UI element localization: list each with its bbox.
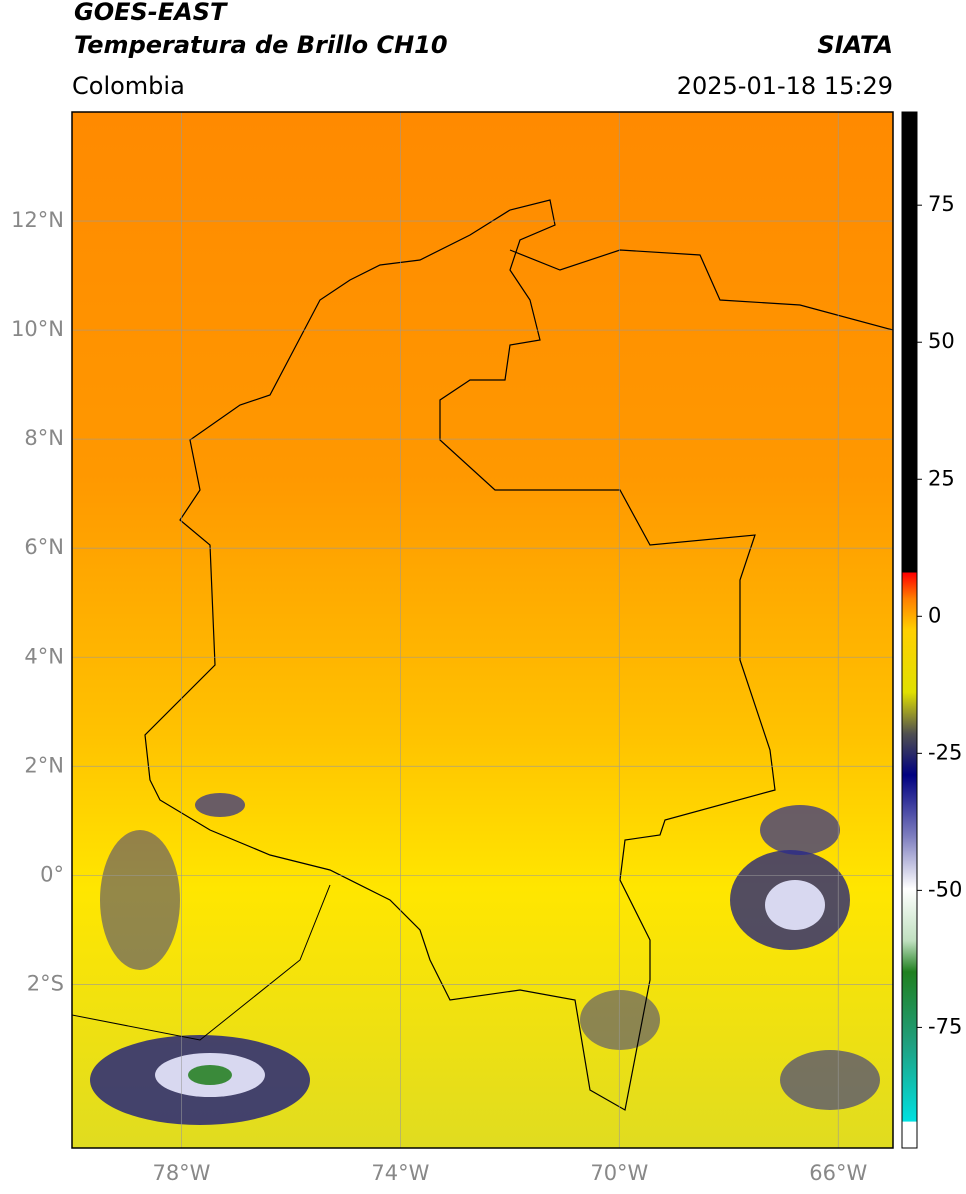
lat-tick-label: 10°N bbox=[11, 317, 64, 341]
lat-tick-label: 2°S bbox=[27, 971, 64, 995]
colorbar bbox=[901, 111, 918, 1149]
colorbar-tick-label: 0 bbox=[928, 603, 941, 627]
lat-tick-label: 0° bbox=[40, 862, 64, 886]
lon-tick-label: 66°W bbox=[809, 1161, 867, 1185]
colorbar-tick-label: 75 bbox=[928, 192, 955, 216]
colorbar-tick-label: -50 bbox=[928, 877, 962, 901]
lon-tick-label: 70°W bbox=[590, 1161, 648, 1185]
title: GOES-EAST bbox=[74, 0, 228, 26]
lat-tick-label: 12°N bbox=[11, 208, 64, 232]
source: SIATA bbox=[817, 31, 893, 59]
imagery bbox=[72, 112, 893, 1148]
lon-tick-label: 78°W bbox=[152, 1161, 210, 1185]
map-frame bbox=[71, 111, 894, 1149]
lat-tick-label: 6°N bbox=[24, 535, 64, 559]
colorbar-tick-label: -25 bbox=[928, 740, 962, 764]
lon-tick-label: 74°W bbox=[371, 1161, 429, 1185]
colorbar-tick-label: -75 bbox=[928, 1014, 962, 1038]
colorbar-tick-label: 25 bbox=[928, 466, 955, 490]
subtitle: Temperatura de Brillo CH10 bbox=[74, 31, 448, 59]
lat-tick-label: 4°N bbox=[24, 644, 64, 668]
lat-tick-label: 2°N bbox=[24, 753, 64, 777]
region: Colombia bbox=[72, 72, 185, 100]
colorbar-tick-label: 50 bbox=[928, 329, 955, 353]
lat-tick-label: 8°N bbox=[24, 426, 64, 450]
datetime: 2025-01-18 15:29 bbox=[677, 72, 893, 100]
